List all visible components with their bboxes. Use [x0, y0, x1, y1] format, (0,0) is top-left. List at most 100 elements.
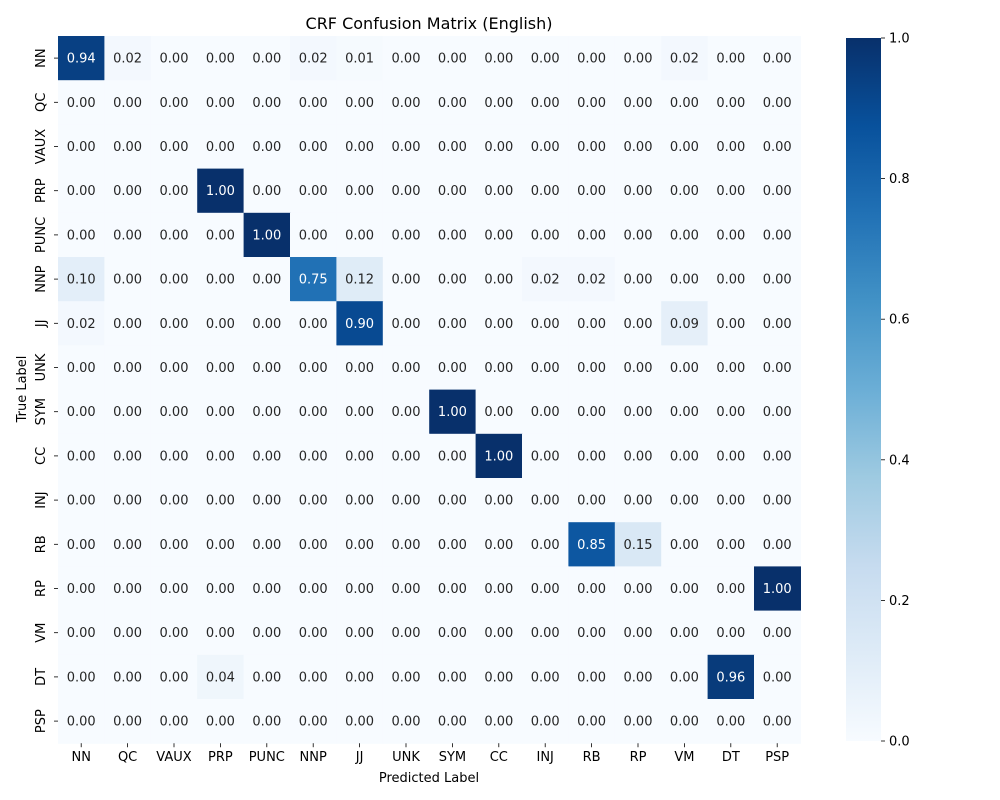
cell-value-label: 0.00	[716, 184, 745, 199]
cell-value-label: 0.00	[206, 582, 235, 597]
cell-value-label: 0.00	[438, 670, 467, 685]
heatmap-cell	[197, 433, 245, 479]
heatmap-cell	[290, 80, 337, 125]
heatmap-cell	[150, 345, 198, 391]
cell-value-label: 0.00	[345, 449, 374, 464]
cell-value-label: 0.00	[438, 715, 467, 730]
heatmap-cell	[290, 36, 337, 81]
cell-value-label: 0.00	[531, 670, 560, 685]
cell-value-label: 0.00	[252, 317, 281, 332]
cell-value-label: 0.00	[206, 449, 235, 464]
heatmap-cell	[150, 36, 198, 81]
heatmap-cell	[661, 36, 709, 81]
heatmap-cell	[290, 345, 337, 391]
cell-value-label: 0.00	[716, 140, 745, 155]
cell-value-label: 0.00	[160, 715, 189, 730]
cell-value-label: 0.00	[160, 449, 189, 464]
cell-value-label: 0.00	[438, 449, 467, 464]
cell-value-label: 0.00	[160, 140, 189, 155]
heatmap-cell	[429, 124, 477, 170]
cell-value-label: 0.00	[160, 670, 189, 685]
cell-value-label: 0.00	[484, 273, 513, 288]
heatmap-cell	[382, 699, 430, 744]
cell-value-label: 0.00	[484, 538, 513, 553]
heatmap-cell	[707, 36, 755, 81]
heatmap-cell	[661, 522, 709, 567]
heatmap-cell	[661, 168, 709, 214]
cell-value-label: 0.00	[206, 317, 235, 332]
heatmap-cell	[522, 212, 569, 258]
cell-value-label: 0.00	[392, 715, 421, 730]
heatmap-cell	[614, 522, 662, 567]
cell-value-label: 0.00	[670, 273, 699, 288]
cell-value-label: 1.00	[252, 228, 281, 243]
heatmap-cell	[104, 610, 152, 656]
heatmap-cell	[382, 257, 430, 302]
heatmap-cell	[429, 699, 477, 744]
y-tick-label: SYM	[34, 398, 49, 425]
cell-value-label: 0.00	[624, 405, 653, 420]
cell-value-label: 0.00	[392, 626, 421, 641]
cell-value-label: 0.00	[438, 582, 467, 597]
colorbar-tick-label: 0.4	[889, 453, 910, 468]
cell-value-label: 0.00	[299, 626, 328, 641]
cell-value-label: 0.00	[531, 715, 560, 730]
cell-value-label: 0.00	[299, 140, 328, 155]
heatmap-cell	[707, 389, 755, 435]
cell-value-label: 0.00	[345, 582, 374, 597]
heatmap-cell	[243, 80, 291, 125]
cell-value-label: 0.00	[484, 96, 513, 111]
heatmap-cell	[568, 257, 616, 302]
heatmap-cell	[754, 566, 801, 612]
cell-value-label: 0.00	[160, 184, 189, 199]
cell-value-label: 0.00	[160, 52, 189, 67]
x-tick-label: NNP	[300, 750, 327, 765]
cell-value-label: 0.09	[670, 317, 699, 332]
cell-value-label: 0.00	[392, 52, 421, 67]
cell-value-label: 0.00	[67, 228, 96, 243]
y-axis-label: True Label	[15, 356, 30, 424]
cell-value-label: 0.00	[670, 626, 699, 641]
cell-value-label: 0.00	[624, 494, 653, 509]
cell-value-label: 0.00	[113, 538, 142, 553]
heatmap-cell	[475, 80, 523, 125]
cell-value-label: 0.00	[438, 361, 467, 376]
cell-value-label: 0.00	[670, 361, 699, 376]
heatmap-cell	[150, 124, 198, 170]
heatmap-cell	[104, 301, 152, 346]
heatmap-cell	[243, 124, 291, 170]
cell-value-label: 0.00	[716, 538, 745, 553]
heatmap-cell	[382, 478, 430, 523]
cell-value-label: 0.00	[299, 184, 328, 199]
y-tick-label: VM	[34, 623, 49, 643]
cell-value-label: 0.94	[67, 52, 96, 67]
cell-value-label: 0.00	[160, 228, 189, 243]
heatmap-cell	[104, 522, 152, 567]
cell-value-label: 0.00	[345, 361, 374, 376]
heatmap-cell	[104, 433, 152, 479]
heatmap-cell	[336, 345, 384, 391]
heatmap-cell	[475, 389, 523, 435]
heatmap-cell	[197, 610, 245, 656]
heatmap-cell	[568, 522, 616, 567]
cell-value-label: 0.00	[624, 96, 653, 111]
cell-value-label: 0.00	[531, 494, 560, 509]
x-tick-label: QC	[118, 750, 137, 765]
heatmap-cell	[429, 345, 477, 391]
cell-value-label: 0.00	[484, 52, 513, 67]
heatmap-cell	[243, 389, 291, 435]
cell-value-label: 0.00	[438, 96, 467, 111]
heatmap-cell	[754, 699, 801, 744]
cell-value-label: 0.00	[206, 140, 235, 155]
heatmap-cell	[243, 566, 291, 612]
heatmap-cell	[661, 124, 709, 170]
cell-value-label: 0.00	[160, 626, 189, 641]
heatmap-cell	[475, 124, 523, 170]
heatmap-cell	[429, 566, 477, 612]
cell-value-label: 0.00	[252, 361, 281, 376]
y-axis: NN QC VAUX PRP PUNC NNP JJ UNK SYM CC INJ RB RP VM DT P…	[34, 48, 58, 733]
heatmap-cell	[614, 345, 662, 391]
cell-value-label: 0.00	[484, 317, 513, 332]
cell-value-label: 0.00	[299, 715, 328, 730]
